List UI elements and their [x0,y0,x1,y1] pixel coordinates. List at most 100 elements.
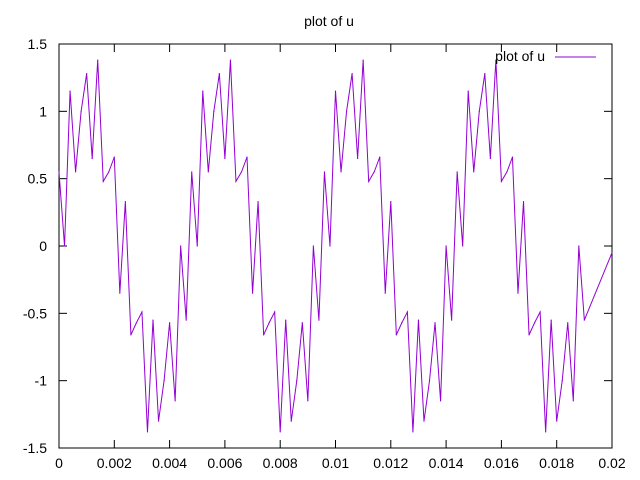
data-point [285,319,287,321]
data-point [180,245,182,247]
data-point [368,180,370,182]
data-point [86,73,88,75]
data-point [445,245,447,247]
data-point [235,180,237,182]
y-tick-label: 0.5 [28,171,48,187]
data-point [146,431,149,433]
data-point [373,171,375,173]
legend-label: plot of u [495,48,545,64]
y-axis-ticks: 1.5 1 0.5 0 -0.5 -1 -1.5 [23,36,612,456]
data-point [462,245,464,247]
data-point [102,180,104,182]
data-point [362,59,364,61]
data-point [274,311,276,313]
data-point [63,245,66,247]
data-point [439,400,442,402]
data-point [384,292,386,294]
data-point [130,334,132,336]
x-tick-label: 0.014 [429,455,464,471]
data-point [312,245,314,247]
data-point [467,90,469,92]
data-point [379,156,381,158]
data-point [572,400,574,402]
data-point [517,292,519,294]
data-point [213,110,215,112]
x-tick-label: 0.016 [484,455,519,471]
x-tick-label: 0.008 [263,455,298,471]
data-point [157,420,160,422]
y-tick-label: 1 [39,103,47,119]
data-point [545,431,547,433]
data-point [196,245,198,247]
x-tick-label: 0.01 [322,455,349,471]
data-point [456,171,458,173]
x-tick-label: 0 [55,455,63,471]
y-tick-label: -1 [35,373,48,389]
data-point [108,171,110,173]
series-lines [58,59,613,433]
data-point [451,319,453,321]
data-point [561,380,563,382]
data-point [334,90,337,92]
data-point [135,322,138,324]
data-point [428,380,431,382]
data-point [301,322,303,324]
data-point [207,171,209,173]
data-point [268,322,270,324]
data-point [395,334,397,336]
data-point [522,200,525,203]
data-point [329,245,331,247]
data-point [500,180,502,182]
data-point [290,420,292,422]
data-point [58,171,60,173]
legend: plot of u [495,48,596,64]
data-point [74,171,77,173]
data-point [340,171,342,173]
data-point [412,431,414,433]
y-tick-label: 0 [39,238,47,254]
data-point [91,157,93,160]
data-point [296,380,298,382]
data-point [401,322,403,324]
data-point [240,171,243,173]
data-point [224,157,226,160]
data-point [556,420,558,422]
data-point [246,156,248,158]
data-point [511,156,514,158]
data-point [124,200,126,203]
data-point [611,252,613,254]
data-point [495,59,497,61]
data-point [478,110,480,112]
data-point [578,245,580,247]
x-tick-label: 0.006 [207,455,242,471]
data-point [113,156,115,158]
data-point [279,431,281,433]
data-point [406,311,408,313]
x-tick-label: 0.004 [152,455,187,471]
data-point [97,59,99,61]
data-point [423,420,425,422]
data-point [528,334,530,336]
x-tick-label: 0.002 [97,455,132,471]
data-point [191,171,193,173]
data-point [351,73,353,75]
data-point [417,319,420,321]
data-point [185,319,187,321]
data-point [318,319,320,321]
data-point [169,322,171,324]
x-tick-label: 0.018 [539,455,574,471]
x-axis-ticks: 0 0.002 0.004 0.006 0.008 0.01 0.012 0.014 0.016… [55,44,626,471]
data-point [473,171,475,173]
data-point [263,334,265,336]
data-point [550,319,552,321]
data-point [202,90,204,92]
data-point [390,200,392,203]
data-point [251,292,254,294]
data-point [174,400,176,402]
x-tick-label: 0.02 [598,455,625,471]
data-point [69,90,71,92]
y-tick-label: -0.5 [23,305,47,321]
data-point [484,73,486,75]
data-point [152,319,154,321]
